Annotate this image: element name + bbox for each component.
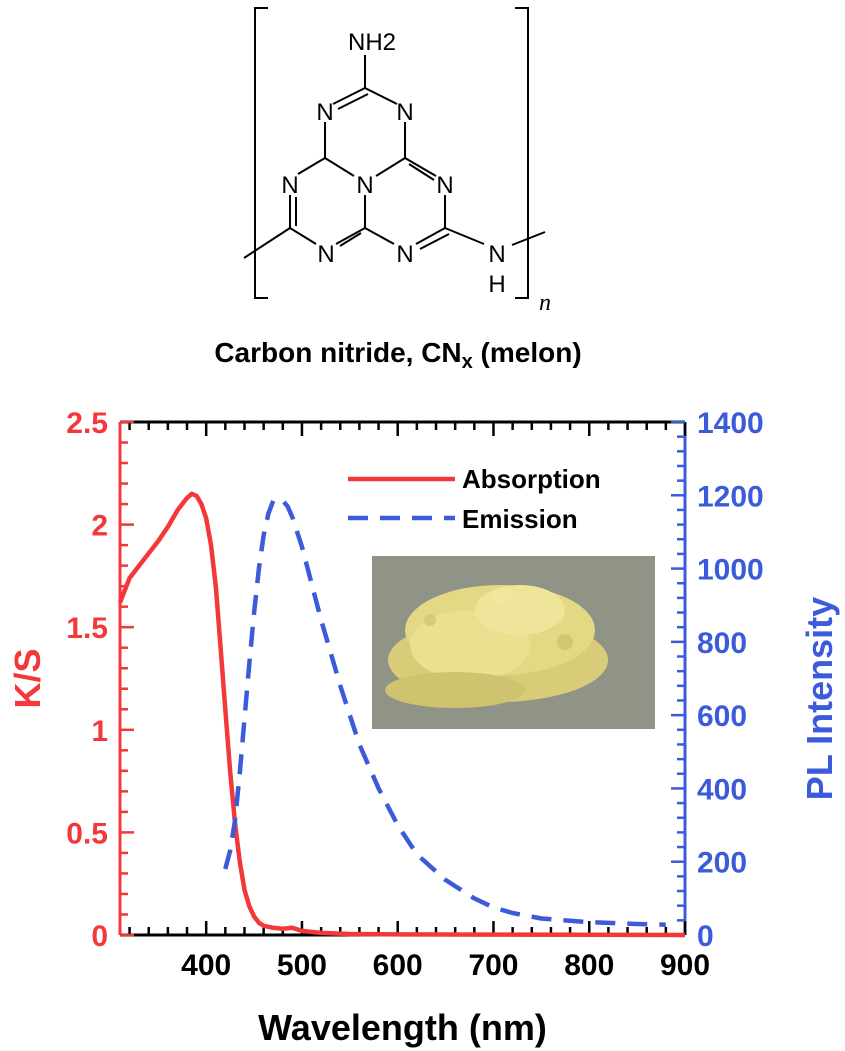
atom-h: H <box>488 271 505 298</box>
y-axis-title: K/S <box>7 648 48 708</box>
atom-n: N <box>396 99 413 126</box>
atom-n: N <box>356 172 373 199</box>
x-tick-label: 700 <box>468 949 518 982</box>
x-tick-label: 600 <box>373 949 423 982</box>
y2-tick-label: 800 <box>697 627 747 660</box>
atom-n: N <box>396 241 413 268</box>
y-tick-label: 0 <box>91 920 108 953</box>
inset-photo <box>372 556 655 729</box>
x-tick-label: 500 <box>277 949 327 982</box>
absorption-series-line <box>117 491 686 938</box>
y2-tick-label: 400 <box>697 773 747 806</box>
atom-n: N <box>436 172 453 199</box>
emission-series-line <box>223 496 666 927</box>
x-tick-label: 900 <box>660 949 710 982</box>
legend-absorption-label: Absorption <box>462 464 601 494</box>
legend: Absorption Emission <box>348 464 601 534</box>
atom-n: N <box>316 99 333 126</box>
y2-tick-label: 1200 <box>697 480 764 513</box>
structure-labels: NH2 N N N N N N N N H n <box>281 29 551 316</box>
y2-tick-label: 600 <box>697 700 747 733</box>
y-tick-label: 1 <box>91 715 108 748</box>
atom-n: N <box>488 241 505 268</box>
atom-n: N <box>281 172 298 199</box>
y2-axis-title: PL Intensity <box>799 597 840 800</box>
x-tick-label: 400 <box>181 949 231 982</box>
y2-tick-label: 1000 <box>697 554 764 587</box>
right-bracket <box>515 7 529 299</box>
atom-nh2: NH2 <box>348 29 396 56</box>
y2-tick-label: 1400 <box>697 407 764 440</box>
y-tick-label: 0.5 <box>66 817 108 850</box>
left-bracket <box>254 7 268 299</box>
structure-caption: Carbon nitride, CNx (melon) <box>214 337 581 373</box>
y-tick-label: 2 <box>91 510 108 543</box>
y-tick-label: 1.5 <box>66 612 108 645</box>
x-tick-label: 800 <box>564 949 614 982</box>
y2-tick-label: 0 <box>697 920 714 953</box>
melon-structure <box>243 7 546 299</box>
repeat-index: n <box>539 290 551 316</box>
legend-emission-label: Emission <box>462 504 578 534</box>
y2-tick-label: 200 <box>697 847 747 880</box>
x-axis-title: Wavelength (nm) <box>258 1007 547 1048</box>
chart: 400 500 600 700 800 90000.511.522.50200400600… <box>7 407 840 1048</box>
y-tick-label: 2.5 <box>66 407 108 440</box>
atom-n: N <box>317 241 334 268</box>
